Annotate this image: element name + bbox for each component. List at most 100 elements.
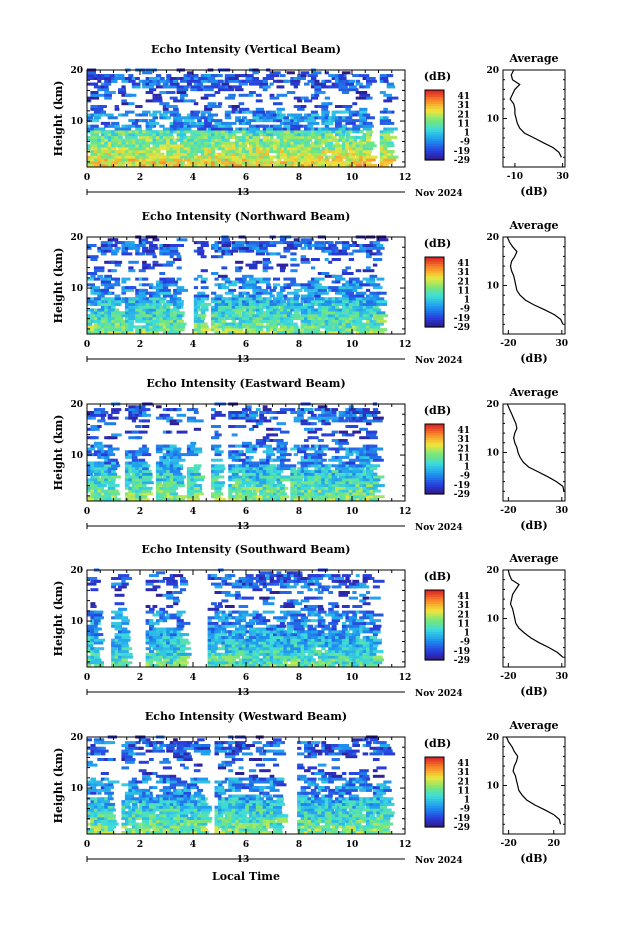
heatmap-cell (269, 481, 275, 485)
heatmap-cell (321, 652, 326, 656)
heatmap-cell (293, 283, 303, 287)
heatmap-cell (352, 161, 358, 165)
heatmap-cell (276, 450, 287, 454)
heatmap-cell (338, 416, 344, 420)
colorbar-swatch (425, 470, 444, 474)
heatmap-cell (341, 478, 351, 482)
heatmap-cell (90, 138, 99, 142)
heatmap-cell (217, 302, 226, 306)
heatmap-cell (200, 244, 209, 247)
heatmap-cell (366, 249, 373, 253)
heatmap-cell (90, 158, 97, 162)
heatmap-cell (217, 102, 223, 106)
heatmap-cell (176, 121, 187, 125)
heatmap-cell (352, 102, 358, 106)
heatmap-cell (224, 141, 231, 145)
heatmap-cell (87, 413, 92, 417)
heatmap-cell (331, 469, 336, 473)
heatmap-cell (238, 286, 244, 290)
heatmap-cell (290, 269, 298, 273)
heatmap-cell (90, 152, 101, 156)
heatmap-cell (355, 152, 360, 156)
heatmap-cell (304, 99, 313, 103)
heatmap-cell (317, 492, 326, 496)
heatmap-cell (93, 297, 103, 301)
heatmap-cell (235, 453, 240, 457)
heatmap-cell (145, 652, 151, 656)
heatmap-cell (338, 444, 343, 448)
colorbar-swatch (425, 449, 444, 453)
heatmap-cell (90, 425, 102, 428)
heatmap-cell (149, 655, 155, 659)
heatmap-cell (186, 150, 193, 153)
heatmap-cell (121, 244, 129, 247)
heatmap-cell (100, 121, 111, 125)
heatmap-cell (248, 331, 260, 334)
heatmap-cell (193, 419, 204, 423)
heatmap-cell (114, 127, 122, 131)
heatmap-cell (211, 661, 217, 665)
heatmap-cell (145, 91, 154, 94)
colorbar-swatch (425, 155, 444, 159)
heatmap-cell (276, 158, 282, 162)
heatmap-cell (183, 152, 190, 156)
heatmap-cell (166, 77, 172, 80)
heatmap-cell (352, 135, 359, 139)
heatmap-cell (293, 453, 298, 457)
heatmap-cell (214, 664, 220, 667)
heatmap-cell (87, 71, 97, 75)
heatmap-cell (293, 475, 306, 479)
heatmap-cell (135, 150, 142, 153)
heatmap-cell (235, 241, 247, 245)
heatmap-cell (104, 475, 111, 479)
heatmap-cell (300, 283, 311, 287)
heatmap-cell (369, 244, 376, 247)
heatmap-cell (235, 467, 244, 471)
colorbar-swatch (425, 442, 444, 446)
heatmap-cell (111, 411, 120, 414)
x-tick-label: 12 (399, 173, 412, 183)
profile-x-tick-label: -10 (507, 172, 523, 182)
heatmap-cell (331, 258, 341, 261)
heatmap-cell (193, 130, 200, 134)
heatmap-cell (355, 408, 366, 412)
heatmap-cell (197, 138, 204, 142)
heatmap-cell (200, 305, 209, 309)
heatmap-cell (111, 489, 118, 493)
heatmap-cell (335, 450, 340, 454)
heatmap-cell (345, 308, 350, 312)
heatmap-cell (214, 430, 219, 434)
heatmap-cell (159, 650, 167, 653)
heatmap-cell (379, 147, 387, 151)
heatmap-cell (235, 269, 242, 273)
heatmap-cell (211, 475, 216, 479)
heatmap-cell (324, 467, 331, 471)
heatmap-cell (214, 328, 221, 332)
heatmap-cell (248, 249, 255, 253)
heatmap-cell (290, 82, 300, 86)
heatmap-cell (348, 319, 354, 323)
heatmap-cell (124, 144, 132, 148)
heatmap-cell (228, 93, 236, 97)
heatmap-cell (190, 475, 198, 479)
heatmap-cell (248, 280, 261, 284)
heatmap-cell (217, 88, 225, 92)
heatmap-cell (262, 77, 275, 80)
heatmap-cell (200, 158, 207, 162)
heatmap-cell (224, 96, 235, 100)
heatmap-cell (200, 255, 207, 259)
heatmap-cell (142, 283, 151, 287)
heatmap-cell (131, 411, 142, 414)
heatmap-cell (121, 280, 127, 284)
heatmap-cell (366, 164, 378, 167)
heatmap-cell (111, 416, 119, 420)
heatmap-cell (262, 408, 272, 412)
heatmap-cell (111, 478, 116, 482)
heatmap-cell (169, 489, 177, 493)
heatmap-cell (162, 461, 173, 465)
heatmap-cell (321, 647, 326, 651)
heatmap-cell (162, 658, 174, 662)
heatmap-cell (310, 258, 320, 261)
heatmap-cell (142, 467, 149, 471)
heatmap-cell (341, 269, 348, 273)
